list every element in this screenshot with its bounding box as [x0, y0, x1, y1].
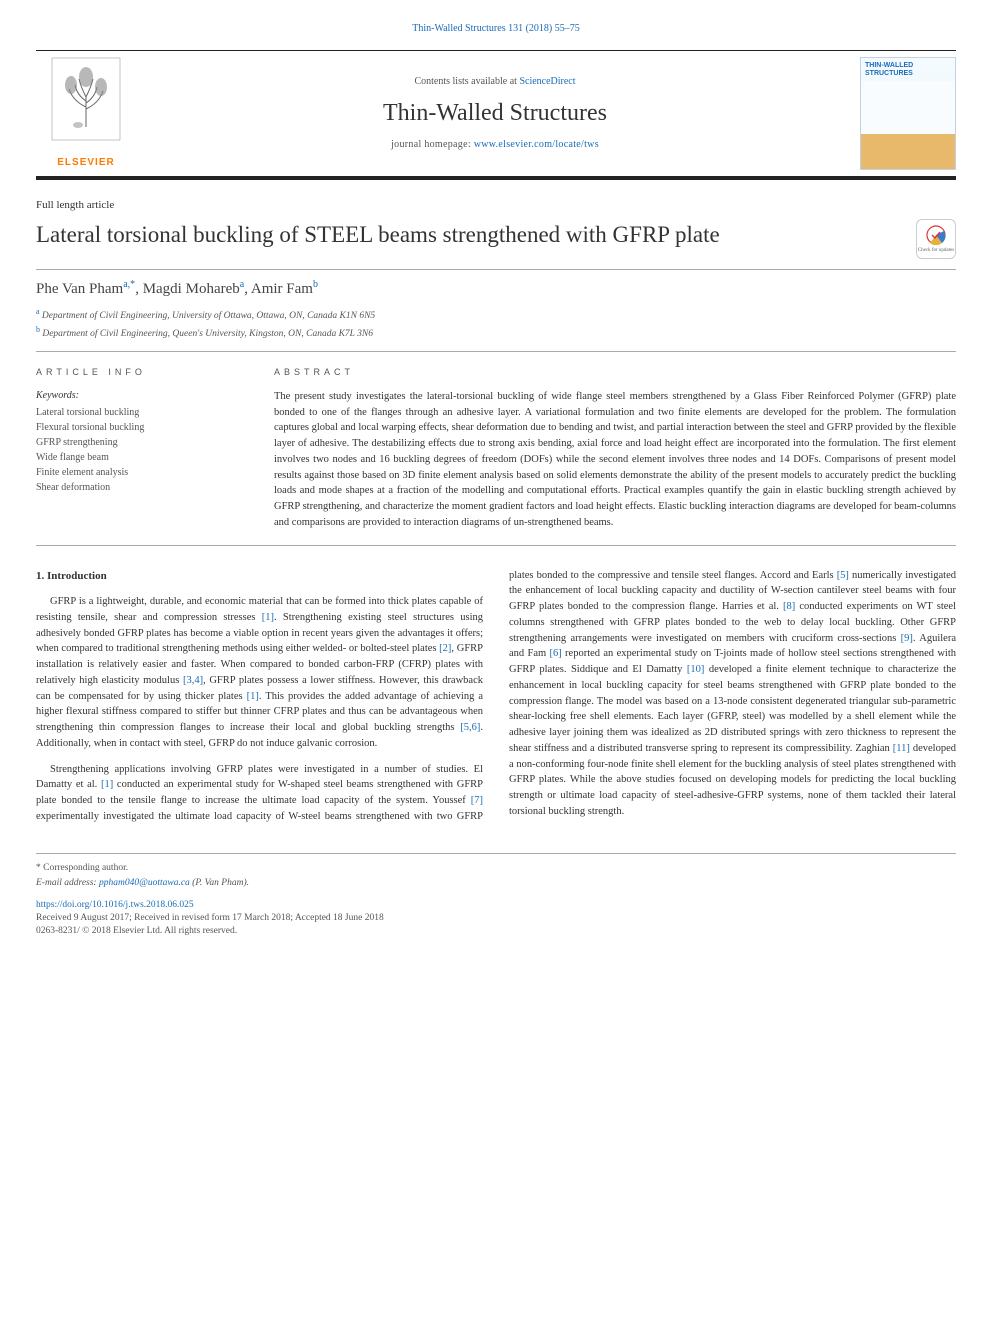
keyword-item: GFRP strengthening — [36, 435, 246, 450]
contents-prefix: Contents lists available at — [414, 76, 519, 87]
citation-link[interactable]: [5] — [837, 570, 849, 581]
contents-available-line: Contents lists available at ScienceDirec… — [414, 75, 575, 89]
citation-link[interactable]: [1] — [101, 779, 113, 790]
email-owner: (P. Van Pham). — [192, 878, 249, 888]
article-info-column: ARTICLE INFO Keywords: Lateral torsional… — [36, 366, 246, 530]
header-center: Contents lists available at ScienceDirec… — [136, 51, 854, 176]
keywords-heading: Keywords: — [36, 389, 246, 403]
email-line: E-mail address: ppham040@uottawa.ca (P. … — [36, 877, 956, 890]
citation-link[interactable]: [7] — [471, 795, 483, 806]
body-paragraph: GFRP is a lightweight, durable, and econ… — [36, 594, 483, 752]
sciencedirect-link[interactable]: ScienceDirect — [519, 76, 575, 87]
citation-link[interactable]: [1] — [262, 612, 274, 623]
citation-link[interactable]: [1] — [247, 691, 259, 702]
journal-homepage-line: journal homepage: www.elsevier.com/locat… — [391, 138, 599, 152]
section-1-heading: 1. Introduction — [36, 568, 483, 585]
journal-reference: Thin-Walled Structures 131 (2018) 55–75 — [36, 22, 956, 36]
keywords-list: Lateral torsional bucklingFlexural torsi… — [36, 405, 246, 495]
keyword-item: Flexural torsional buckling — [36, 420, 246, 435]
copyright-line: 0263-8231/ © 2018 Elsevier Ltd. All righ… — [36, 925, 956, 938]
article-history: Received 9 August 2017; Received in revi… — [36, 912, 956, 925]
journal-header: ELSEVIER Contents lists available at Sci… — [36, 50, 956, 180]
affiliation-b: b Department of Civil Engineering, Queen… — [36, 324, 956, 341]
body-two-columns: 1. Introduction GFRP is a lightweight, d… — [36, 568, 956, 828]
abstract-text: The present study investigates the later… — [274, 389, 956, 531]
citation-link[interactable]: [8] — [783, 601, 795, 612]
cover-thumb-title: THIN-WALLED STRUCTURES — [861, 58, 955, 77]
info-abstract-row: ARTICLE INFO Keywords: Lateral torsional… — [36, 366, 956, 545]
keyword-item: Wide flange beam — [36, 450, 246, 465]
citation-link[interactable]: [5,6] — [460, 722, 480, 733]
keyword-item: Lateral torsional buckling — [36, 405, 246, 420]
keyword-item: Finite element analysis — [36, 465, 246, 480]
article-info-label: ARTICLE INFO — [36, 366, 246, 379]
check-updates-badge[interactable]: Check for updates — [916, 219, 956, 259]
abstract-column: ABSTRACT The present study investigates … — [274, 366, 956, 530]
journal-cover-thumbnail: THIN-WALLED STRUCTURES — [860, 57, 956, 170]
elsevier-tree-icon — [51, 57, 121, 141]
journal-title: Thin-Walled Structures — [383, 97, 607, 131]
journal-homepage-link[interactable]: www.elsevier.com/locate/tws — [474, 139, 599, 150]
publisher-logo-block: ELSEVIER — [36, 51, 136, 176]
footer-block: * Corresponding author. E-mail address: … — [36, 853, 956, 938]
homepage-prefix: journal homepage: — [391, 139, 474, 150]
check-updates-label: Check for updates — [918, 247, 954, 254]
affiliation-b-text: Department of Civil Engineering, Queen's… — [42, 329, 373, 339]
check-updates-icon — [926, 225, 946, 245]
paper-title: Lateral torsional buckling of STEEL beam… — [36, 219, 720, 251]
email-label: E-mail address: — [36, 878, 97, 888]
citation-link[interactable]: [3,4] — [183, 675, 203, 686]
corresponding-note: * Corresponding author. — [36, 862, 956, 875]
citation-link[interactable]: [9] — [901, 633, 913, 644]
affiliations: a Department of Civil Engineering, Unive… — [36, 306, 956, 352]
title-row: Lateral torsional buckling of STEEL beam… — [36, 219, 956, 270]
doi-line: https://doi.org/10.1016/j.tws.2018.06.02… — [36, 899, 956, 912]
corresponding-email-link[interactable]: ppham040@uottawa.ca — [99, 878, 190, 888]
cover-thumb-art — [861, 81, 955, 169]
article-type: Full length article — [36, 198, 956, 213]
keyword-item: Shear deformation — [36, 480, 246, 495]
affiliation-a: a Department of Civil Engineering, Unive… — [36, 306, 956, 323]
doi-link[interactable]: https://doi.org/10.1016/j.tws.2018.06.02… — [36, 900, 194, 910]
citation-link[interactable]: [2] — [439, 643, 451, 654]
affiliation-a-text: Department of Civil Engineering, Univers… — [42, 312, 375, 322]
abstract-label: ABSTRACT — [274, 366, 956, 379]
citation-link[interactable]: [11] — [893, 743, 910, 754]
citation-link[interactable]: [10] — [687, 664, 705, 675]
publisher-name: ELSEVIER — [57, 156, 114, 170]
authors-line: Phe Van Phama,*, Magdi Mohareba, Amir Fa… — [36, 278, 956, 300]
citation-link[interactable]: [6] — [549, 648, 561, 659]
